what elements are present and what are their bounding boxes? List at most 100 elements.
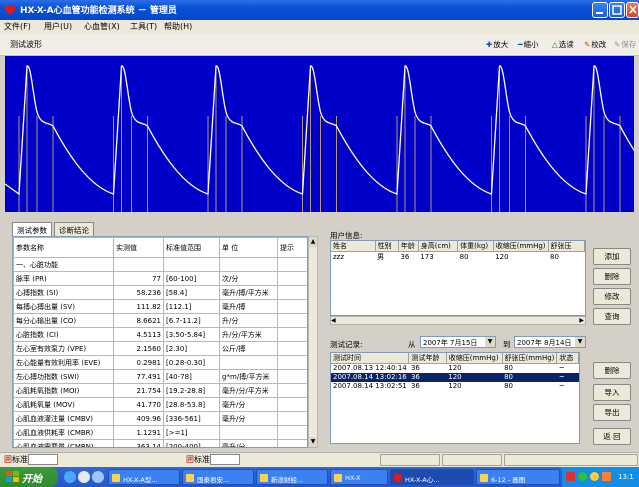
taskbar-item-active[interactable]: HX-X-A心... xyxy=(390,469,474,485)
tray-network-icon[interactable] xyxy=(578,472,587,481)
param-unit-cell: 次/分 xyxy=(219,271,278,286)
query-button[interactable]: 查询 xyxy=(593,308,631,325)
maximize-button[interactable] xyxy=(609,2,625,18)
user-header-row: 姓名 性别 年龄 身高(cm) 体重(kg) 收缩压(mmHg) 舒张压 xyxy=(331,241,585,252)
to-date-picker[interactable]: 2007年 8月14日 ▼ xyxy=(514,336,586,348)
close-button[interactable] xyxy=(626,2,639,18)
status-bar: 囲标准 囲标准 xyxy=(0,452,639,467)
record-row[interactable]: 2007.08.14 13:02:16 36 120 80 ~ xyxy=(331,372,579,382)
ime-options[interactable] xyxy=(28,454,58,465)
edit-user-button[interactable]: 修改 xyxy=(593,288,631,305)
record-age-header: 测试年龄 xyxy=(408,353,447,364)
param-hint-cell xyxy=(277,411,307,426)
record-age-cell: 36 xyxy=(410,364,420,373)
menu-cardio[interactable]: 心血管(X) xyxy=(84,22,120,31)
taskbar-item[interactable]: HX-X-A型... xyxy=(108,469,180,485)
media-quicklaunch-icon[interactable] xyxy=(92,471,104,483)
scroll-right-icon[interactable]: ▶ xyxy=(579,317,584,324)
param-row[interactable]: 每搏心搏出量 (SV) 111.82 [112.1] 毫升/搏 xyxy=(13,299,307,314)
menu-file[interactable]: 文件(F) xyxy=(4,22,31,31)
param-value-cell: 58.236 xyxy=(113,285,164,300)
scroll-left-icon[interactable]: ◀ xyxy=(331,317,336,324)
param-row[interactable]: 一、心脏功能 xyxy=(13,257,307,272)
param-row[interactable]: 心肌耗氧量 (MOV) 41.770 [28.8-53.8] 毫升/分 xyxy=(13,397,307,412)
user-weight-header: 体重(kg) xyxy=(457,241,494,252)
calibrate-label: 校改 xyxy=(591,40,607,49)
taskbar-item[interactable]: 国泰君安... xyxy=(182,469,254,485)
title-bar: HX-X-A心血管功能检测系统 － 管理员 xyxy=(0,0,639,20)
ime-mode: 标准 xyxy=(194,455,210,464)
param-row[interactable]: 脉率 (PR) 77 [60-100] 次/分 xyxy=(13,271,307,286)
back-button[interactable]: 返 回 xyxy=(593,428,631,445)
param-row[interactable]: 心肌血液需要量 (CMBN) 363.14 [200-400] 毫升/分 xyxy=(13,439,307,447)
param-unit-cell xyxy=(219,257,278,272)
param-unit-cell: g*m/搏/平方米 xyxy=(219,369,278,384)
taskbar-item[interactable]: 6-12 - 画图 xyxy=(476,469,560,485)
export-button[interactable]: 导出 xyxy=(593,404,631,421)
param-range-cell: [19.2-28.8] xyxy=(163,383,220,398)
record-row[interactable]: 2007.08.13 12:40:14 36 120 80 ~ xyxy=(331,364,579,373)
param-row[interactable]: 心脏指数 (CI) 4.5113 [3.50-5.84] 升/分/平方米 xyxy=(13,327,307,342)
calibrate-button[interactable]: ✎校改 xyxy=(584,39,606,50)
param-row[interactable]: 心搏指数 (SI) 58.236 [58.4] 毫升/搏/平方米 xyxy=(13,285,307,300)
param-row[interactable]: 左心能量有效利用率 (EVE) 0.2981 [0.28-0.30] xyxy=(13,355,307,370)
tab-diagnosis[interactable]: 诊断结论 xyxy=(54,222,94,236)
menu-tools[interactable]: 工具(T) xyxy=(130,22,158,31)
chevron-down-icon[interactable]: ▼ xyxy=(575,337,585,347)
param-row[interactable]: 心肌血液灌注量 (CMBV) 409.96 [336-561] 毫升/分 xyxy=(13,411,307,426)
menu-help[interactable]: 帮助(H) xyxy=(164,22,193,31)
user-hscrollbar[interactable]: ◀ ▶ xyxy=(330,316,586,325)
taskbar-item[interactable]: 新浪财经... xyxy=(256,469,328,485)
start-label: 开始 xyxy=(22,474,42,485)
user-name-header: 姓名 xyxy=(331,241,376,252)
record-row[interactable]: 2007.08.14 13:02:51 36 120 80 ~ xyxy=(331,382,579,391)
user-row[interactable]: zzz 男 36 173 80 120 80 xyxy=(331,252,585,263)
record-sys-cell: 120 xyxy=(448,382,462,390)
ime-options[interactable] xyxy=(210,454,240,465)
from-date-picker[interactable]: 2007年 7月15日 ▼ xyxy=(420,336,496,348)
ie-quicklaunch-icon[interactable] xyxy=(64,471,76,483)
select-button[interactable]: △选读 xyxy=(552,39,574,50)
record-time-cell: 2007.08.14 13:02:51 xyxy=(333,382,407,390)
param-name-cell: 心肌血液需要量 (CMBN) xyxy=(13,439,114,447)
start-button[interactable]: 开始 xyxy=(0,467,58,487)
zoom-in-label: 放大 xyxy=(493,40,509,49)
add-user-button[interactable]: 添加 xyxy=(593,248,631,265)
param-range-cell: [200-400] xyxy=(163,439,220,447)
param-row[interactable]: 心肌血液供耗率 (CMBR) 1.1291 [>=1] xyxy=(13,425,307,440)
paint-icon xyxy=(480,474,488,482)
delete-user-button[interactable]: 删除 xyxy=(593,268,631,285)
save-button[interactable]: ✎保存 xyxy=(614,39,636,50)
param-row[interactable]: 每分心输出量 (CO) 8.6621 [6.7-11.2] 升/分 xyxy=(13,313,307,328)
user-cell: 173 xyxy=(420,253,434,261)
taskbar-item[interactable]: HX-X xyxy=(330,469,388,485)
scroll-up-icon[interactable]: ▲ xyxy=(309,237,317,247)
tray-volume-icon[interactable] xyxy=(590,472,599,481)
zoom-in-button[interactable]: ✚放大 xyxy=(486,39,508,50)
taskbar-item-label: 6-12 - 画图 xyxy=(491,476,526,484)
chevron-down-icon[interactable]: ▼ xyxy=(485,337,495,347)
param-unit-cell: 毫升/分/平方米 xyxy=(219,383,278,398)
param-unit-cell: 毫升/搏/平方米 xyxy=(219,285,278,300)
params-scrollbar[interactable]: ▲ ▼ xyxy=(308,236,318,448)
tray-security-icon[interactable] xyxy=(602,472,611,481)
ime-bar-left[interactable]: 囲标准 xyxy=(4,454,58,466)
minimize-button[interactable] xyxy=(592,2,608,18)
import-button[interactable]: 导入 xyxy=(593,384,631,401)
param-row[interactable]: 心肌耗氧指数 (MOI) 21.754 [19.2-28.8] 毫升/分/平方米 xyxy=(13,383,307,398)
zoom-out-button[interactable]: ━缩小 xyxy=(518,39,539,50)
param-row[interactable]: 左心搏功指数 (SWI) 77.491 [40-78] g*m/搏/平方米 xyxy=(13,369,307,384)
param-hint-cell xyxy=(277,313,307,328)
param-row[interactable]: 左心室有效泵力 (VPE) 2.1560 [2.30] 公斤/搏 xyxy=(13,341,307,356)
delete-record-button[interactable]: 删除 xyxy=(593,362,631,379)
tab-test-params[interactable]: 测试参数 xyxy=(12,222,52,236)
desktop-quicklaunch-icon[interactable] xyxy=(78,471,90,483)
window-title: HX-X-A心血管功能检测系统 － 管理员 xyxy=(20,6,177,16)
scroll-down-icon[interactable]: ▼ xyxy=(309,437,317,447)
ime-bar-right[interactable]: 囲标准 xyxy=(186,454,240,466)
param-value-cell: 1.1291 xyxy=(113,425,164,440)
tray-app-icon[interactable] xyxy=(566,472,575,481)
window-icon xyxy=(186,474,194,482)
maximize-icon xyxy=(612,5,622,15)
menu-user[interactable]: 用户(U) xyxy=(44,22,73,31)
